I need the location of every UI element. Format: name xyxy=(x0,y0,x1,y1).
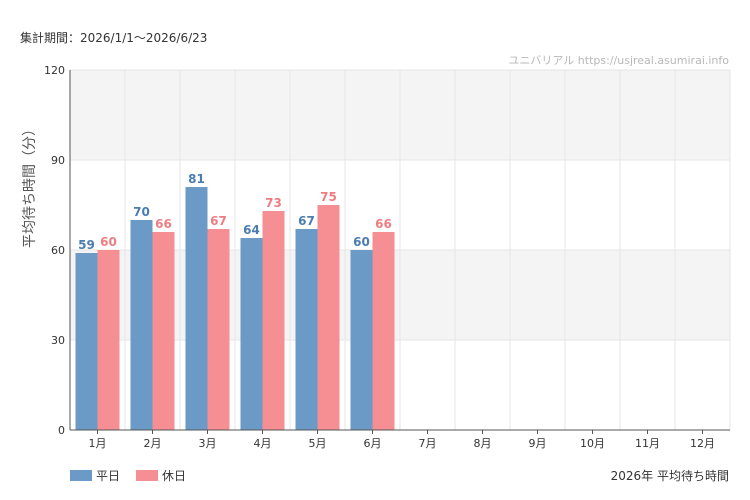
x-tick-label: 8月 xyxy=(474,437,492,450)
bar-holiday xyxy=(207,229,230,430)
data-label-weekday: 81 xyxy=(188,172,205,186)
bar-holiday xyxy=(372,232,395,430)
x-tick-label: 5月 xyxy=(309,437,327,450)
legend-label-holiday: 休日 xyxy=(162,469,186,483)
x-tick-label: 2月 xyxy=(144,437,162,450)
data-label-weekday: 70 xyxy=(133,205,150,219)
y-tick-label: 0 xyxy=(58,424,65,437)
data-label-weekday: 60 xyxy=(353,235,370,249)
bar-weekday xyxy=(295,229,318,430)
y-tick-label: 30 xyxy=(51,334,65,347)
plot-area: 0 30 60 90 120 59 60 1月 70 66 2月 81 67 3月 64 73 4月 67 75 5月… xyxy=(44,64,731,450)
data-label-holiday: 75 xyxy=(320,190,337,204)
bar-holiday xyxy=(262,211,285,430)
x-tick-label: 1月 xyxy=(89,437,107,450)
x-tick-label: 7月 xyxy=(419,437,437,450)
y-axis-title: 平均待ち時間（分） xyxy=(22,122,38,248)
watermark: ユニバリアル https://usjreal.asumirai.info xyxy=(508,54,729,67)
bar-holiday xyxy=(97,250,120,430)
x-tick-label: 4月 xyxy=(254,437,272,450)
data-label-holiday: 60 xyxy=(100,235,117,249)
x-tick-label: 10月 xyxy=(580,437,605,450)
chart-caption: 2026年 平均待ち時間 xyxy=(611,469,729,483)
data-label-weekday: 67 xyxy=(298,214,315,228)
data-label-holiday: 66 xyxy=(375,217,392,231)
x-tick-label: 12月 xyxy=(690,437,715,450)
y-tick-label: 120 xyxy=(44,64,65,77)
bar-weekday xyxy=(185,187,208,430)
legend: 平日 休日 xyxy=(70,469,186,483)
data-label-holiday: 66 xyxy=(155,217,172,231)
data-label-weekday: 59 xyxy=(78,238,95,252)
bar-weekday xyxy=(130,220,153,430)
legend-swatch-weekday xyxy=(70,470,92,481)
bar-weekday xyxy=(240,238,263,430)
bar-holiday xyxy=(152,232,175,430)
x-tick-label: 3月 xyxy=(199,437,217,450)
y-tick-label: 90 xyxy=(51,154,65,167)
bar-weekday xyxy=(350,250,373,430)
legend-swatch-holiday xyxy=(136,470,158,481)
y-tick-label: 60 xyxy=(51,244,65,257)
data-label-holiday: 67 xyxy=(210,214,227,228)
x-tick-label: 6月 xyxy=(364,437,382,450)
bar-weekday xyxy=(75,253,98,430)
legend-label-weekday: 平日 xyxy=(96,469,120,483)
x-tick-label: 9月 xyxy=(529,437,547,450)
x-tick-label: 11月 xyxy=(635,437,660,450)
data-label-holiday: 73 xyxy=(265,196,282,210)
data-label-weekday: 64 xyxy=(243,223,260,237)
period-label: 集計期間：2026/1/1～2026/6/23 xyxy=(20,30,207,45)
bar-holiday xyxy=(317,205,340,430)
